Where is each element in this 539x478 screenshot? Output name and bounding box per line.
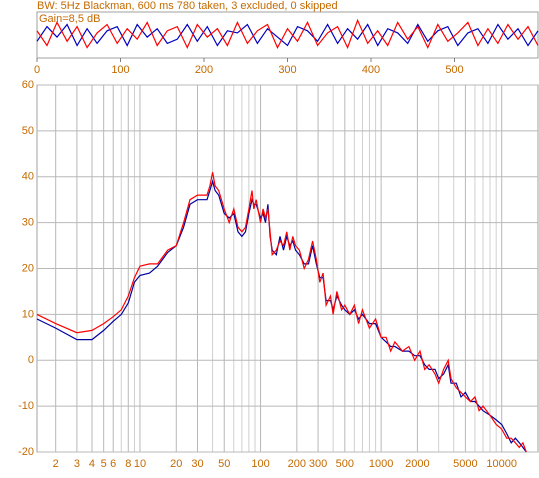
x-tick-label: 300 [278, 64, 296, 76]
x-tick-label: 100 [111, 64, 129, 76]
series-line [36, 23, 539, 47]
x-tick-label: 3 [74, 458, 80, 470]
y-tick-label: 20 [22, 262, 34, 274]
x-tick-label: 200 [288, 458, 306, 470]
x-tick-label: 8 [125, 458, 131, 470]
x-tick-label: 0 [34, 64, 40, 76]
series-line [36, 172, 527, 453]
x-tick-label: 5 [101, 458, 107, 470]
series-line [36, 18, 539, 50]
x-tick-label: 10000 [486, 458, 517, 470]
x-tick-label: 100 [251, 458, 269, 470]
chart-title: BW: 5Hz Blackman, 600 ms 780 taken, 3 ex… [37, 0, 338, 12]
y-tick-label: 30 [22, 217, 34, 229]
y-tick-label: 10 [22, 308, 34, 320]
x-tick-label: 50 [218, 458, 230, 470]
x-tick-label: 5000 [453, 458, 477, 470]
x-tick-label: 20 [170, 458, 182, 470]
x-tick-label: 4 [89, 458, 95, 470]
x-tick-label: 10 [134, 458, 146, 470]
y-tick-label: -10 [18, 400, 34, 412]
x-tick-label: 300 [309, 458, 327, 470]
x-tick-label: 6 [110, 458, 116, 470]
x-tick-label: 2000 [405, 458, 429, 470]
x-tick-label: 500 [445, 64, 463, 76]
x-tick-label: 500 [336, 458, 354, 470]
y-tick-label: 40 [22, 171, 34, 183]
y-tick-label: -20 [18, 446, 34, 458]
x-tick-label: 200 [195, 64, 213, 76]
y-tick-label: 50 [22, 125, 34, 137]
gain-annotation: Gain=8,5 dB [39, 13, 100, 25]
x-tick-label: 400 [362, 64, 380, 76]
y-tick-label: 60 [22, 79, 34, 91]
x-tick-label: 30 [191, 458, 203, 470]
y-tick-label: 0 [28, 354, 34, 366]
x-tick-label: 2 [53, 458, 59, 470]
x-tick-label: 1000 [369, 458, 393, 470]
